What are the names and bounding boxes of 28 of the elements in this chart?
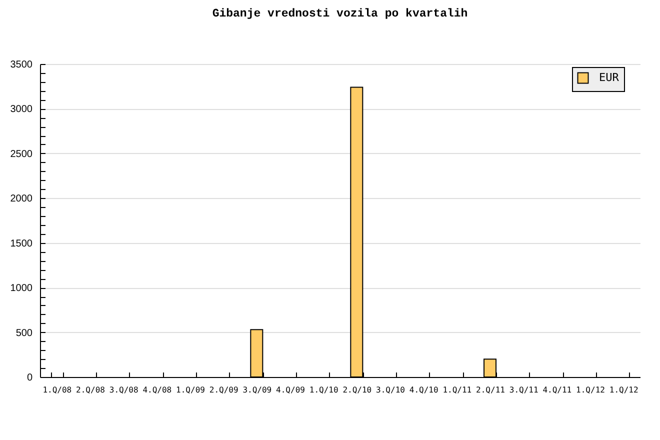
x-tick-label: 3.Q/09: [242, 386, 272, 394]
x-tick-label: 4.Q/11: [542, 386, 572, 394]
y-tick-label: 3500: [10, 60, 33, 70]
x-tick-label: 3.Q/08: [109, 386, 138, 394]
x-tick-label: 4.Q/09: [276, 386, 306, 394]
x-tick-label: 1.Q/10: [309, 386, 338, 394]
x-tick-label: 1.Q/11: [442, 386, 472, 394]
chart-title: Gibanje vrednosti vozila po kvartalih: [212, 8, 468, 20]
x-tick-label: 2.Q/10: [342, 386, 372, 394]
y-tick-label: 2500: [10, 148, 33, 160]
x-tick-label: 3.Q/10: [376, 386, 406, 394]
y-tick-label: 500: [16, 328, 33, 339]
legend-label: EUR: [599, 71, 620, 84]
x-tick-label: 2.Q/08: [76, 386, 106, 394]
x-tick-label: 4.Q/10: [409, 386, 438, 394]
x-tick-label: 2.Q/11: [476, 386, 506, 394]
x-tick-label: 1.Q/12: [609, 386, 638, 394]
x-tick-label: 2.Q/09: [209, 386, 238, 394]
y-tick-label: 3000: [10, 104, 33, 116]
x-tick-label: 4.Q/08: [142, 386, 172, 394]
x-tick-label: 1.Q/12: [576, 386, 606, 394]
x-tick-label: 1.Q/08: [42, 386, 72, 394]
x-tick-label: 1.Q/09: [176, 386, 206, 394]
y-tick-label: 1500: [10, 238, 33, 250]
y-tick-label: 0: [26, 372, 33, 384]
y-tick-label: 2000: [10, 194, 33, 205]
x-tick-label: 3.Q/11: [509, 386, 538, 394]
y-tick-label: 1000: [10, 283, 33, 294]
